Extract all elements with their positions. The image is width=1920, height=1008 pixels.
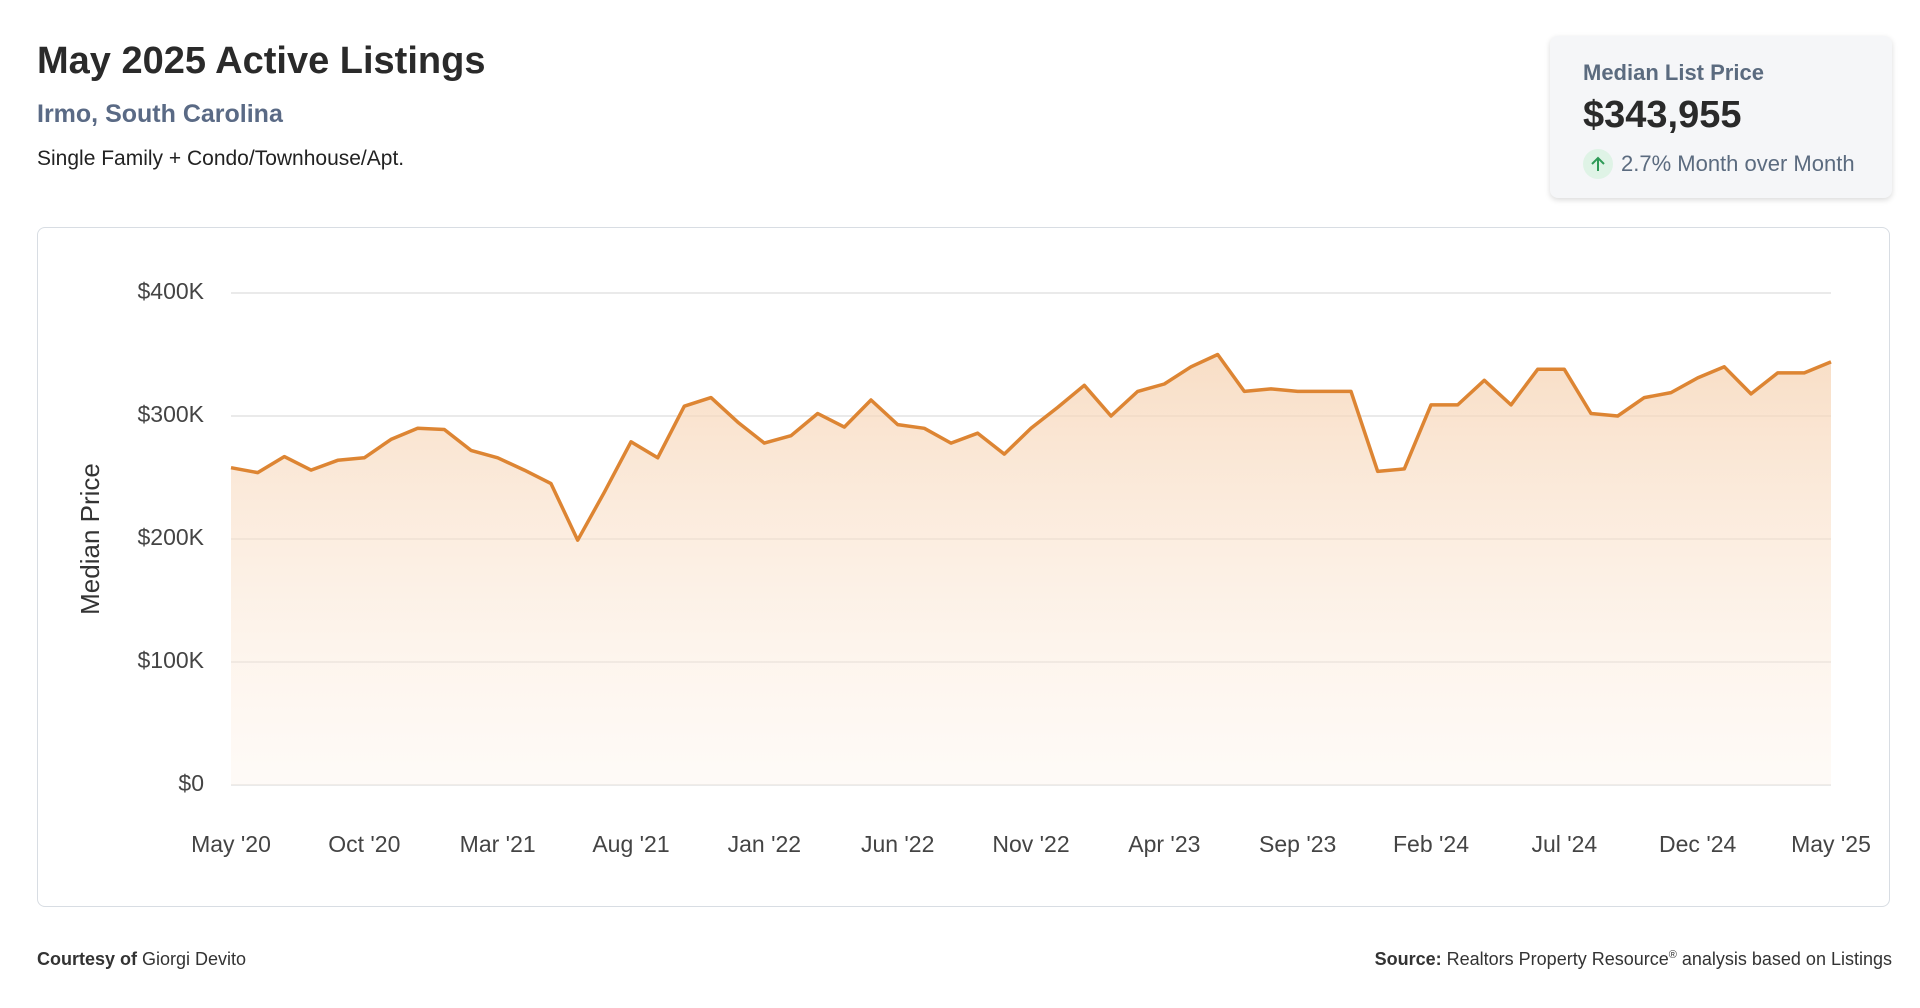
- x-tick-label: Apr '23: [1128, 831, 1200, 857]
- y-tick-label: $300K: [137, 401, 204, 427]
- y-tick-label: $200K: [137, 524, 204, 550]
- x-tick-label: Jun '22: [861, 831, 934, 857]
- card-value: $343,955: [1583, 94, 1742, 136]
- registered-mark: ®: [1668, 949, 1677, 961]
- x-tick-label: Jan '22: [728, 831, 801, 857]
- source-rest: analysis based on Listings: [1681, 949, 1892, 969]
- courtesy-label: Courtesy of: [37, 949, 138, 969]
- location: Irmo, South Carolina: [37, 100, 283, 128]
- line: [230, 352, 1832, 542]
- card-change-row: 2.7% Month over Month: [1583, 149, 1855, 179]
- stat-card: Median List Price $343,955 2.7% Month ov…: [1550, 36, 1892, 198]
- y-tick-label: $0: [178, 770, 204, 796]
- chart-frame: [37, 227, 1890, 907]
- x-tick-label: Feb '24: [1393, 831, 1469, 857]
- up-arrow-icon: [1583, 149, 1613, 179]
- x-tick-label: Jul '24: [1531, 831, 1597, 857]
- y-axis-label: Median Price: [75, 463, 105, 615]
- source-label: Source:: [1374, 949, 1442, 969]
- source: Source: Realtors Property Resource® anal…: [1375, 949, 1892, 970]
- x-tick-label: May '20: [191, 831, 271, 857]
- source-text: Realtors Property Resource: [1446, 949, 1669, 969]
- card-label: Median List Price: [1583, 60, 1764, 85]
- x-tick-label: Nov '22: [992, 831, 1069, 857]
- x-tick-label: Oct '20: [328, 831, 400, 857]
- subtitle: Single Family + Condo/Townhouse/Apt.: [37, 147, 405, 170]
- x-tick-label: Mar '21: [460, 831, 536, 857]
- courtesy-name: Giorgi Devito: [142, 949, 247, 969]
- x-tick-label: Aug '21: [592, 831, 669, 857]
- x-tick-label: May '25: [1791, 831, 1871, 857]
- x-tick-label: Dec '24: [1659, 831, 1736, 857]
- card-change: 2.7% Month over Month: [1621, 151, 1855, 176]
- x-tick-label: Sep '23: [1259, 831, 1336, 857]
- title: May 2025 Active Listings: [37, 40, 486, 82]
- area: [231, 354, 1831, 785]
- y-tick-label: $100K: [137, 647, 204, 673]
- courtesy: Courtesy of Giorgi Devito: [37, 949, 246, 970]
- y-tick-label: $400K: [137, 278, 204, 304]
